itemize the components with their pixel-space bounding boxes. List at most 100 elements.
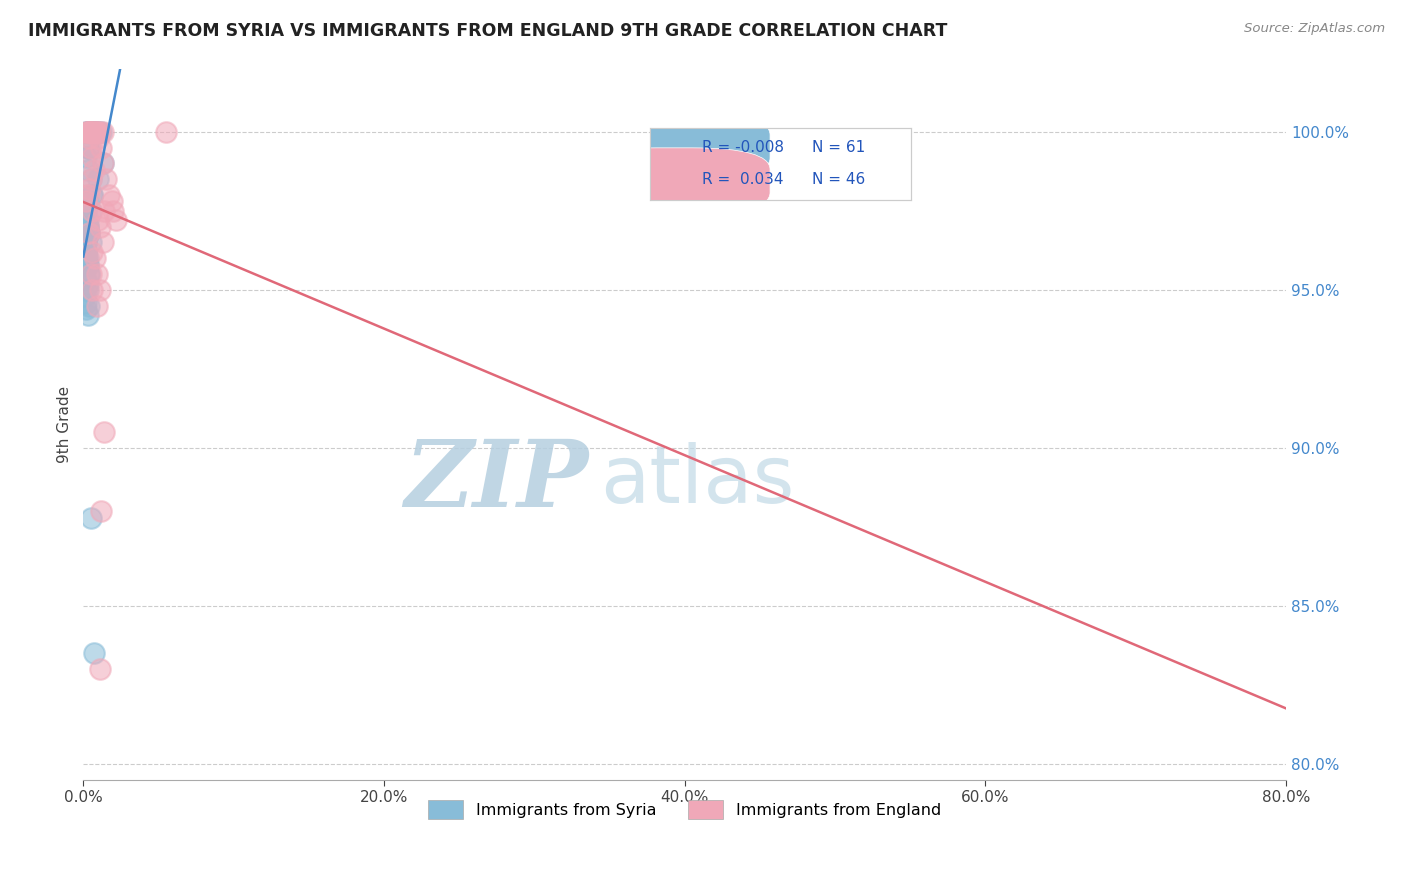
- Point: [87, 172, 110, 186]
- Point: [80, 510, 103, 524]
- Point: [94, 172, 117, 186]
- Point: [86, 267, 108, 281]
- Point: [84, 125, 107, 139]
- Point: [76, 188, 98, 202]
- Point: [84, 125, 107, 139]
- Point: [86, 125, 108, 139]
- Point: [79, 140, 101, 154]
- Point: [76, 308, 98, 322]
- Text: Source: ZipAtlas.com: Source: ZipAtlas.com: [1244, 22, 1385, 36]
- Point: [75, 244, 97, 259]
- Point: [79, 226, 101, 240]
- Point: [82, 188, 104, 202]
- Point: [75, 203, 97, 218]
- Point: [80, 172, 103, 186]
- Point: [101, 194, 124, 209]
- Point: [82, 203, 104, 218]
- Point: [87, 213, 110, 227]
- Point: [93, 425, 115, 439]
- Y-axis label: 9th Grade: 9th Grade: [58, 385, 72, 463]
- Point: [76, 125, 98, 139]
- Point: [84, 125, 107, 139]
- Point: [79, 226, 101, 240]
- Point: [91, 156, 114, 170]
- Text: IMMIGRANTS FROM SYRIA VS IMMIGRANTS FROM ENGLAND 9TH GRADE CORRELATION CHART: IMMIGRANTS FROM SYRIA VS IMMIGRANTS FROM…: [28, 22, 948, 40]
- Point: [91, 125, 114, 139]
- Point: [91, 235, 114, 250]
- Point: [90, 140, 112, 154]
- Point: [82, 283, 104, 297]
- Point: [86, 125, 108, 139]
- Point: [89, 125, 111, 139]
- Point: [155, 125, 177, 139]
- Point: [76, 277, 98, 291]
- Point: [82, 125, 104, 139]
- Point: [80, 140, 103, 154]
- Point: [76, 219, 98, 234]
- Point: [75, 283, 97, 297]
- Point: [76, 213, 98, 227]
- Point: [75, 244, 97, 259]
- Point: [105, 213, 128, 227]
- Point: [87, 131, 110, 145]
- Point: [76, 219, 98, 234]
- Point: [75, 125, 97, 139]
- Point: [90, 125, 112, 139]
- Point: [79, 267, 101, 281]
- Point: [89, 219, 111, 234]
- Point: [76, 283, 98, 297]
- Point: [79, 267, 101, 281]
- Text: N = 46: N = 46: [811, 172, 865, 187]
- Point: [90, 504, 112, 518]
- Point: [76, 188, 98, 202]
- Point: [79, 125, 101, 139]
- Point: [79, 182, 101, 196]
- Point: [83, 647, 105, 661]
- Point: [82, 188, 104, 202]
- FancyBboxPatch shape: [579, 148, 770, 214]
- Point: [75, 213, 97, 227]
- Point: [76, 140, 98, 154]
- Point: [79, 226, 101, 240]
- Point: [80, 125, 103, 139]
- Text: N = 61: N = 61: [811, 140, 865, 155]
- Point: [75, 244, 97, 259]
- Point: [75, 252, 97, 266]
- Point: [80, 203, 103, 218]
- Point: [75, 194, 97, 209]
- Point: [75, 150, 97, 164]
- Point: [82, 150, 104, 164]
- Point: [86, 299, 108, 313]
- Point: [80, 125, 103, 139]
- Point: [80, 125, 103, 139]
- Point: [97, 188, 120, 202]
- Point: [75, 235, 97, 250]
- Point: [89, 283, 111, 297]
- Point: [76, 219, 98, 234]
- Point: [82, 244, 104, 259]
- Point: [75, 235, 97, 250]
- FancyBboxPatch shape: [579, 113, 770, 179]
- Point: [75, 301, 97, 316]
- Point: [84, 252, 107, 266]
- Point: [83, 125, 105, 139]
- Text: ZIP: ZIP: [404, 436, 589, 526]
- Legend: Immigrants from Syria, Immigrants from England: Immigrants from Syria, Immigrants from E…: [422, 794, 948, 825]
- Point: [75, 203, 97, 218]
- Point: [79, 125, 101, 139]
- Point: [79, 299, 101, 313]
- Text: R = -0.008: R = -0.008: [702, 140, 785, 155]
- Point: [79, 131, 101, 145]
- Point: [83, 162, 105, 177]
- Point: [75, 252, 97, 266]
- Point: [91, 156, 114, 170]
- Point: [75, 125, 97, 139]
- Point: [75, 258, 97, 272]
- Point: [75, 194, 97, 209]
- Point: [76, 258, 98, 272]
- Point: [89, 662, 111, 676]
- Point: [79, 125, 101, 139]
- Point: [87, 125, 110, 139]
- Point: [82, 125, 104, 139]
- Point: [83, 125, 105, 139]
